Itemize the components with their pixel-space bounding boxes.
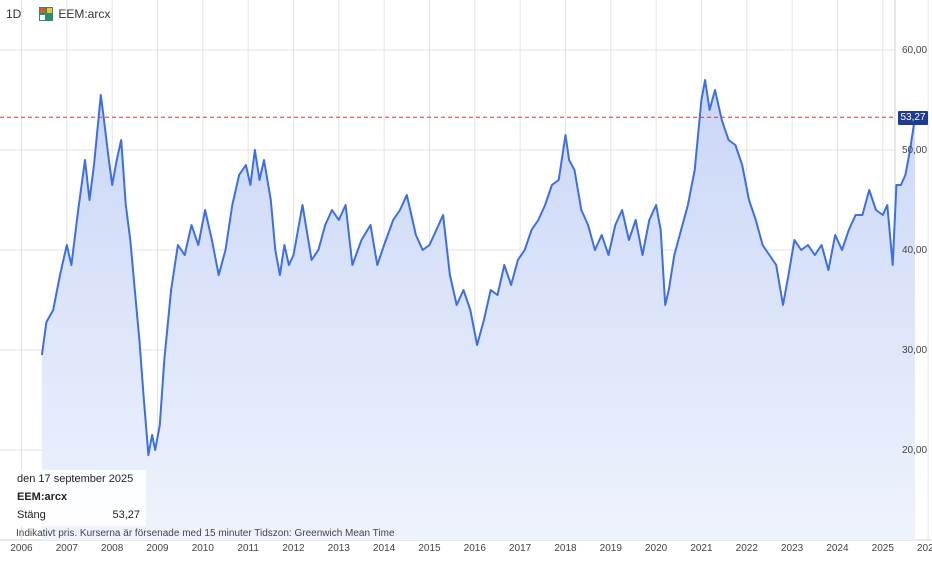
- x-tick-label: 2007: [56, 543, 79, 554]
- info-box: den 17 september 2025 EEM:arcx Stäng 53,…: [12, 470, 146, 526]
- symbol-label[interactable]: EEM:arcx: [58, 7, 111, 21]
- info-close-label: Stäng: [17, 509, 46, 521]
- x-tick-label: 2012: [282, 543, 305, 554]
- info-close-value: 53,27: [112, 509, 140, 521]
- info-date: den 17 september 2025: [17, 473, 134, 485]
- x-tick-label: 2014: [373, 543, 396, 554]
- x-tick-label: 2020: [645, 543, 668, 554]
- x-tick-label: 2022: [736, 543, 759, 554]
- x-tick-label: 2025: [872, 543, 895, 554]
- x-tick-label: 2017: [509, 543, 532, 554]
- x-tick-label: 2008: [101, 543, 124, 554]
- x-tick-label: 2015: [418, 543, 441, 554]
- y-tick-label: 40,00: [902, 245, 927, 256]
- x-tick-label: 2021: [690, 543, 713, 554]
- exchange-logo-icon: [39, 7, 54, 21]
- x-tick-label: 2006: [10, 543, 33, 554]
- x-tick-label: 2013: [328, 543, 351, 554]
- x-tick-label: 2011: [237, 543, 259, 554]
- x-tick-label: 2019: [600, 543, 623, 554]
- x-tick-label: 2023: [781, 543, 804, 554]
- y-tick-label: 50,00: [902, 145, 927, 156]
- info-symbol: EEM:arcx: [17, 491, 68, 503]
- x-tick-label: 2018: [554, 543, 577, 554]
- x-tick-label: 2024: [826, 543, 849, 554]
- x-tick-label: 2026: [917, 543, 932, 554]
- y-tick-label: 60,00: [902, 45, 927, 56]
- chart-toolbar: 1D EEM:arcx: [6, 6, 110, 22]
- x-tick-label: 2016: [464, 543, 487, 554]
- x-tick-label: 2009: [146, 543, 169, 554]
- y-tick-label: 30,00: [902, 345, 927, 356]
- interval-selector[interactable]: 1D: [6, 7, 22, 21]
- x-tick-label: 2010: [192, 543, 215, 554]
- price-area: [41, 80, 915, 540]
- y-tick-label: 20,00: [902, 445, 927, 456]
- footnote: Indikativt pris. Kurserna är försenade m…: [16, 528, 395, 539]
- info-close-row: Stäng 53,27: [12, 506, 146, 524]
- last-price-tag: 53,27: [898, 111, 928, 125]
- price-line: [40, 79, 916, 456]
- x-axis: 2006 2007 2008 2009 2010 2011 2012 2013 2014 2015…: [10, 543, 932, 554]
- y-axis: 20,00 30,00 40,00 50,00 60,00: [902, 45, 927, 456]
